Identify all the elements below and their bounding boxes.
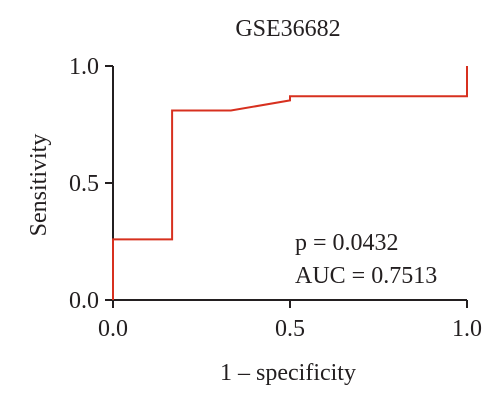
roc-curve-line — [112, 66, 468, 300]
chart-title: GSE36682 — [235, 16, 340, 42]
y-axis: 0.0 0.5 1.0 — [69, 54, 114, 314]
x-tick-label: 1.0 — [452, 316, 482, 342]
y-tick-group: 0.0 0.5 1.0 — [69, 54, 113, 314]
x-tick-label: 0.0 — [98, 316, 128, 342]
y-tick-label: 0.5 — [69, 171, 99, 197]
p-value-annotation: p = 0.0432 — [295, 230, 399, 256]
x-tick-group: 0.0 0.5 1.0 — [98, 300, 482, 342]
x-tick-label: 0.5 — [275, 316, 305, 342]
y-axis-label: Sensitivity — [26, 134, 52, 237]
y-tick-label: 0.0 — [69, 288, 99, 314]
y-tick-label: 1.0 — [69, 54, 99, 80]
x-axis: 0.0 0.5 1.0 — [98, 299, 482, 342]
auc-annotation: AUC = 0.7513 — [295, 263, 437, 289]
series-layer — [112, 66, 468, 300]
x-axis-label: 1 – specificity — [220, 360, 356, 386]
